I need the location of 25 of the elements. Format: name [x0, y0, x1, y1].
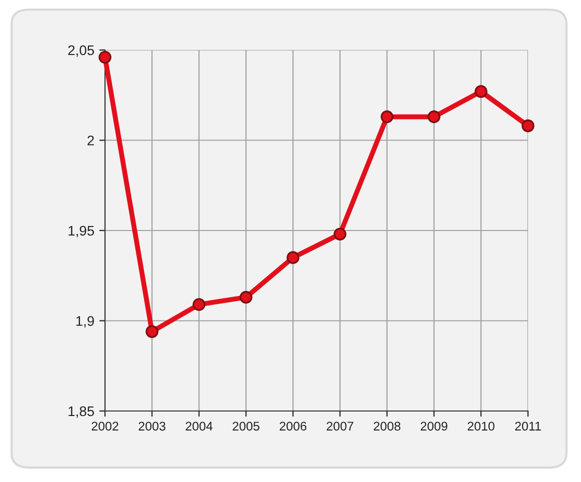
point — [192, 298, 206, 311]
point — [428, 110, 440, 124]
x-tick-label: 2006 — [280, 422, 306, 431]
x-tick-label: 2008 — [374, 422, 400, 431]
y-tick-label: 1,85 — [68, 406, 94, 418]
x-tick-label: 2009 — [420, 422, 448, 431]
x-tick-label: 2004 — [186, 422, 213, 431]
point — [522, 119, 534, 132]
point — [380, 110, 394, 124]
x-tick-label: 2011 — [515, 422, 541, 431]
point — [240, 290, 252, 304]
y-tick-label: 2 — [88, 136, 94, 146]
point — [98, 50, 112, 64]
y-tick-label: 1,95 — [68, 226, 94, 238]
point — [146, 325, 158, 338]
x-tick-label: 2010 — [468, 422, 494, 431]
x-tick-label: 2002 — [92, 422, 118, 431]
y-tick-label: 2,05 — [68, 45, 94, 57]
x-tick-label: 2003 — [138, 422, 166, 431]
point — [474, 85, 488, 98]
point — [286, 251, 300, 264]
x-tick-label: 2005 — [232, 422, 260, 431]
point — [334, 228, 346, 240]
x-tick-label: 2007 — [326, 422, 354, 431]
y-tick-label: 1,9 — [76, 316, 94, 328]
